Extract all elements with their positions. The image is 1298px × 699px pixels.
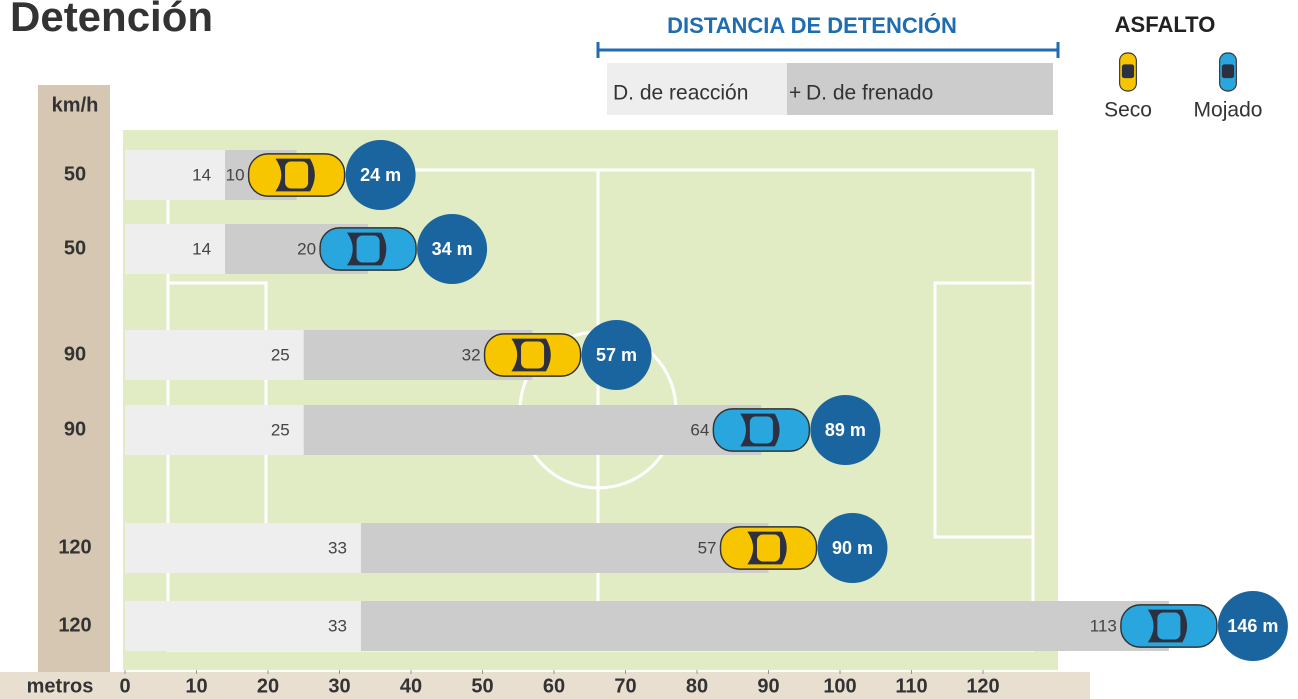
key-second: D. de frenado <box>806 82 933 105</box>
value-label: 20 <box>297 239 316 258</box>
total-circle <box>817 513 888 583</box>
y-tick-label: 90 <box>64 418 86 440</box>
x-tick-label: 30 <box>328 675 350 697</box>
car-window <box>1221 64 1235 79</box>
y-axis-strip <box>38 85 110 699</box>
x-tick-label: 50 <box>471 675 493 697</box>
bar-segment <box>303 405 762 455</box>
x-tick-label: 90 <box>757 675 779 697</box>
y-tick-label: 120 <box>58 536 91 558</box>
value-label: 25 <box>271 420 290 439</box>
x-tick-label: 100 <box>823 675 856 697</box>
total-label: 146 m <box>1227 616 1278 636</box>
value-label: 113 <box>1090 616 1117 635</box>
y-tick-label: 90 <box>64 343 86 365</box>
y-tick-label: 120 <box>58 614 91 636</box>
value-label: 33 <box>328 616 347 635</box>
bar-segment <box>125 601 361 651</box>
total-circle <box>345 140 416 210</box>
value-label: 10 <box>226 165 245 184</box>
y-label: km/h <box>52 94 99 116</box>
y-tick-label: 50 <box>64 163 86 185</box>
total-circle <box>810 395 881 465</box>
legend-car <box>1119 52 1137 92</box>
car-roof <box>756 534 781 562</box>
x-tick-label: 0 <box>119 675 130 697</box>
total-label: 34 m <box>432 239 473 259</box>
total-label: 24 m <box>360 165 401 185</box>
value-label: 14 <box>192 165 211 184</box>
subtitle: DISTANCIA DE DETENCIÓN <box>667 13 957 38</box>
total-circle <box>417 214 488 284</box>
total-label: 90 m <box>832 538 873 558</box>
legend-title: ASFALTO <box>1115 12 1216 37</box>
legend-label: Mojado <box>1194 99 1263 122</box>
legend-label: Seco <box>1104 99 1152 122</box>
x-tick-label: 10 <box>185 675 207 697</box>
bar-segment <box>125 523 361 573</box>
total-label: 57 m <box>596 345 637 365</box>
car <box>319 227 417 271</box>
title: Detención <box>10 0 213 40</box>
car <box>712 408 811 452</box>
x-tick-label: 70 <box>614 675 636 697</box>
x-axis-strip <box>0 672 1090 699</box>
car-roof <box>285 161 309 189</box>
key-join: + <box>789 82 801 105</box>
bracket <box>596 42 1060 58</box>
car-roof <box>749 416 773 444</box>
car <box>719 526 818 570</box>
value-label: 32 <box>462 345 481 364</box>
car <box>483 333 582 377</box>
x-tick-label: 40 <box>400 675 422 697</box>
car-window <box>1121 64 1135 79</box>
value-label: 57 <box>698 538 717 557</box>
bar-segment <box>360 523 769 573</box>
total-circle <box>581 320 652 390</box>
car <box>247 153 346 197</box>
x-tick-label: 120 <box>966 675 999 697</box>
value-label: 25 <box>271 345 290 364</box>
car-roof <box>1157 612 1181 640</box>
x-tick-label: 110 <box>895 675 927 697</box>
total-label: 89 m <box>825 420 866 440</box>
car <box>1120 604 1218 648</box>
y-tick-label: 50 <box>64 237 86 259</box>
key-first: D. de reacción <box>613 82 748 105</box>
total-circle <box>1217 591 1288 661</box>
bar-segment <box>125 150 226 200</box>
key-reaction <box>607 63 787 115</box>
bar-segment <box>125 405 304 455</box>
field <box>123 130 1058 670</box>
value-label: 64 <box>690 420 709 439</box>
bar-segment <box>360 601 1169 651</box>
key-braking <box>787 63 1053 115</box>
value-label: 33 <box>328 538 347 557</box>
x-tick-label: 60 <box>543 675 565 697</box>
x-label: metros <box>27 675 94 697</box>
bar-segment <box>125 330 304 380</box>
car-roof <box>521 341 545 369</box>
legend-car <box>1219 52 1237 92</box>
x-tick-label: 80 <box>686 675 708 697</box>
car-roof <box>356 235 380 263</box>
value-label: 14 <box>192 239 211 258</box>
bar-segment <box>125 224 226 274</box>
x-tick-label: 20 <box>257 675 279 697</box>
